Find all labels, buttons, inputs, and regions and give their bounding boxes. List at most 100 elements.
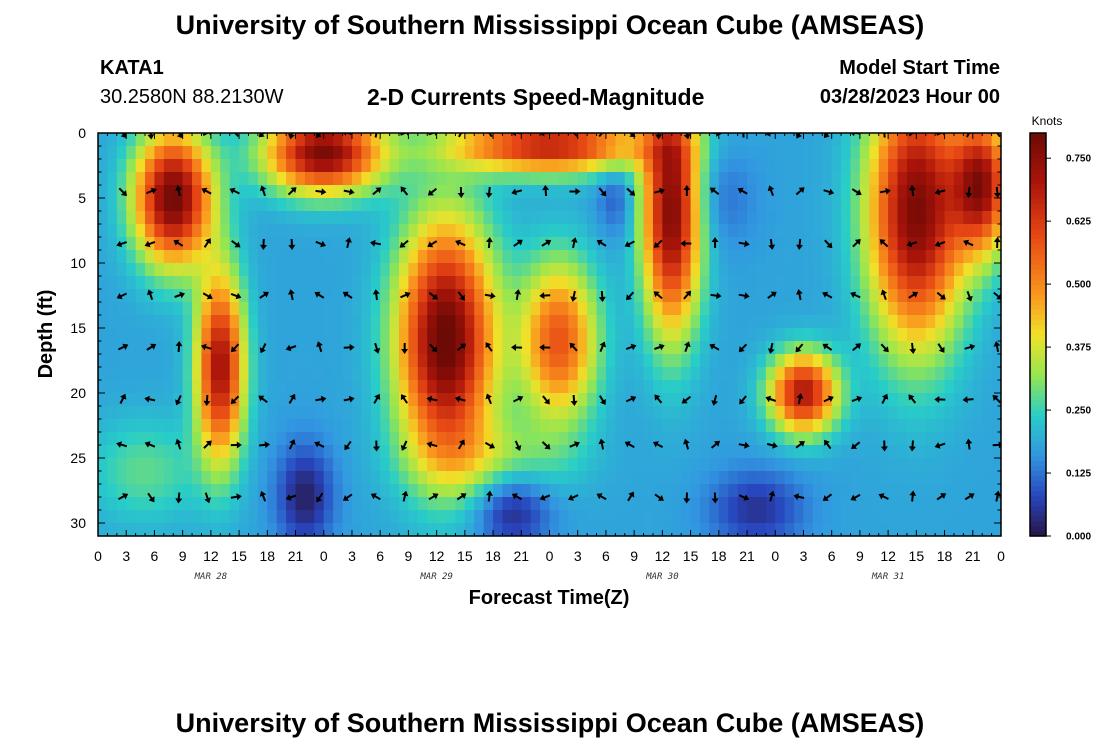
- heatmap-cell: [794, 419, 805, 433]
- heatmap-cell: [690, 159, 701, 173]
- heatmap-cell: [361, 302, 372, 316]
- heatmap-cell: [869, 484, 880, 498]
- heatmap-cell: [935, 497, 946, 511]
- heatmap-cell: [756, 211, 767, 225]
- heatmap-cell: [888, 146, 899, 160]
- heatmap-cell: [304, 393, 315, 407]
- heatmap-cell: [511, 432, 522, 446]
- heatmap-cell: [351, 172, 362, 186]
- heatmap-cell: [361, 341, 372, 355]
- heatmap-cell: [267, 315, 278, 329]
- heatmap-cell: [483, 250, 494, 264]
- heatmap-cell: [427, 445, 438, 459]
- heatmap-cell: [718, 419, 729, 433]
- heatmap-cell: [850, 510, 861, 524]
- current-vector: [880, 289, 888, 301]
- heatmap-cell: [248, 159, 259, 173]
- heatmap-cell: [549, 471, 560, 485]
- colorbar-tick-label: 0.250: [1066, 406, 1091, 417]
- heatmap-cell: [399, 445, 410, 459]
- heatmap-cell: [220, 341, 231, 355]
- heatmap-cell: [107, 510, 118, 524]
- heatmap-cell: [888, 432, 899, 446]
- heatmap-cell: [399, 406, 410, 420]
- heatmap-cell: [145, 471, 156, 485]
- heatmap-cell: [794, 406, 805, 420]
- heatmap-cell: [182, 276, 193, 290]
- heatmap-cell: [446, 302, 457, 316]
- heatmap-cell: [709, 224, 720, 238]
- current-vector: [598, 395, 606, 405]
- heatmap-cell: [963, 133, 974, 147]
- heatmap-cell: [728, 484, 739, 498]
- heatmap-cell: [615, 146, 626, 160]
- heatmap-cell: [850, 159, 861, 173]
- heatmap-cell: [812, 250, 823, 264]
- heatmap-cell: [173, 354, 184, 368]
- heatmap-cell: [361, 198, 372, 212]
- heatmap-cell: [671, 419, 682, 433]
- heatmap-cell: [502, 445, 513, 459]
- heatmap-cell: [587, 237, 598, 251]
- heatmap-cell: [314, 172, 325, 186]
- heatmap-cell: [446, 393, 457, 407]
- current-vector: [428, 291, 438, 300]
- heatmap-cell: [925, 380, 936, 394]
- heatmap-cell: [549, 133, 560, 147]
- current-vector: [288, 393, 296, 404]
- heatmap-cell: [474, 276, 485, 290]
- heatmap-cell: [408, 302, 419, 316]
- heatmap-cell: [295, 458, 306, 472]
- heatmap-cell: [511, 419, 522, 433]
- heatmap-cell: [737, 484, 748, 498]
- heatmap-cell: [107, 497, 118, 511]
- heatmap-cell: [154, 315, 165, 329]
- heatmap-cell: [944, 237, 955, 251]
- heatmap-cell: [399, 367, 410, 381]
- heatmap-cell: [906, 523, 917, 536]
- heatmap-cell: [276, 432, 287, 446]
- heatmap-cell: [831, 211, 842, 225]
- heatmap-cell: [925, 133, 936, 147]
- heatmap-cell: [982, 172, 993, 186]
- heatmap-cell: [408, 523, 419, 536]
- heatmap-cell: [906, 172, 917, 186]
- heatmap-cell: [728, 354, 739, 368]
- current-vector: [823, 395, 834, 403]
- heatmap-cell: [286, 432, 297, 446]
- heatmap-cell: [417, 367, 428, 381]
- heatmap-cell: [982, 159, 993, 173]
- heatmap-cell: [634, 406, 645, 420]
- heatmap-cell: [361, 224, 372, 238]
- heatmap-cell: [182, 133, 193, 147]
- heatmap-cell: [192, 380, 203, 394]
- colorbar-swatch: [1030, 430, 1046, 436]
- heatmap-cell: [587, 406, 598, 420]
- heatmap-cell: [455, 263, 466, 277]
- heatmap-cell: [257, 146, 268, 160]
- current-vector: [146, 343, 157, 351]
- heatmap-cell: [295, 497, 306, 511]
- heatmap-cell: [220, 419, 231, 433]
- heatmap-cell: [436, 354, 447, 368]
- heatmap-cell: [342, 328, 353, 342]
- heatmap-cell: [399, 172, 410, 186]
- current-vector: [147, 133, 155, 140]
- current-vector: [144, 240, 156, 248]
- heatmap-cell: [427, 458, 438, 472]
- heatmap-cell: [662, 198, 673, 212]
- heatmap-cell: [803, 510, 814, 524]
- heatmap-cell: [417, 315, 428, 329]
- heatmap-cell: [624, 523, 635, 536]
- heatmap-cell: [671, 341, 682, 355]
- heatmap-cell: [615, 302, 626, 316]
- heatmap-cell: [841, 159, 852, 173]
- heatmap-cell: [925, 510, 936, 524]
- heatmap-cell: [953, 484, 964, 498]
- heatmap-cell: [276, 445, 287, 459]
- heatmap-cell: [709, 198, 720, 212]
- colorbar-swatch: [1030, 420, 1046, 426]
- heatmap-cell: [634, 523, 645, 536]
- heatmap-cell: [408, 146, 419, 160]
- heatmap-cell: [558, 250, 569, 264]
